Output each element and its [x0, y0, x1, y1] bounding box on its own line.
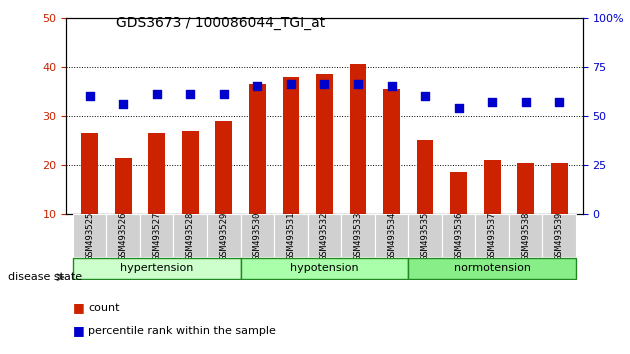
Text: GSM493533: GSM493533: [353, 211, 362, 259]
FancyBboxPatch shape: [73, 214, 106, 257]
Text: hypertension: hypertension: [120, 263, 193, 273]
Text: count: count: [88, 303, 120, 313]
Text: GSM493529: GSM493529: [219, 211, 228, 259]
FancyBboxPatch shape: [509, 214, 542, 257]
Point: [420, 93, 430, 99]
Bar: [551, 162, 568, 214]
Text: GSM493537: GSM493537: [488, 211, 496, 259]
Point: [353, 82, 363, 87]
FancyBboxPatch shape: [173, 214, 207, 257]
Text: GSM493535: GSM493535: [421, 211, 430, 259]
Text: GSM493527: GSM493527: [152, 211, 161, 259]
FancyBboxPatch shape: [106, 214, 140, 257]
Bar: [416, 141, 433, 214]
Bar: [182, 131, 198, 214]
Bar: [517, 162, 534, 214]
Point: [118, 101, 129, 107]
Bar: [316, 74, 333, 214]
Point: [454, 105, 464, 111]
Point: [185, 91, 195, 97]
Point: [520, 99, 530, 105]
FancyBboxPatch shape: [307, 214, 341, 257]
Bar: [215, 121, 232, 214]
Text: GSM493539: GSM493539: [555, 211, 564, 259]
Bar: [350, 64, 367, 214]
Text: GSM493526: GSM493526: [118, 211, 128, 259]
Text: GSM493534: GSM493534: [387, 211, 396, 259]
Bar: [282, 76, 299, 214]
Point: [253, 84, 263, 89]
Point: [286, 82, 296, 87]
FancyBboxPatch shape: [442, 214, 476, 257]
Text: GSM493525: GSM493525: [85, 211, 94, 259]
FancyBboxPatch shape: [476, 214, 509, 257]
FancyBboxPatch shape: [542, 214, 576, 257]
Point: [487, 99, 497, 105]
Bar: [249, 84, 266, 214]
Point: [386, 84, 396, 89]
Text: ■: ■: [72, 302, 84, 314]
Text: disease state: disease state: [8, 272, 82, 282]
Bar: [115, 158, 132, 214]
Text: percentile rank within the sample: percentile rank within the sample: [88, 326, 276, 336]
Text: GSM493530: GSM493530: [253, 211, 262, 259]
Text: GSM493532: GSM493532: [320, 211, 329, 259]
Point: [219, 91, 229, 97]
Text: GSM493531: GSM493531: [287, 211, 295, 259]
Text: GSM493538: GSM493538: [521, 211, 530, 259]
Bar: [484, 160, 501, 214]
FancyBboxPatch shape: [375, 214, 408, 257]
Point: [319, 82, 329, 87]
Text: ■: ■: [72, 325, 84, 337]
FancyBboxPatch shape: [274, 214, 307, 257]
FancyBboxPatch shape: [241, 214, 274, 257]
FancyBboxPatch shape: [140, 214, 173, 257]
FancyBboxPatch shape: [241, 258, 408, 279]
Bar: [450, 172, 467, 214]
FancyBboxPatch shape: [408, 214, 442, 257]
FancyBboxPatch shape: [341, 214, 375, 257]
Point: [84, 93, 94, 99]
Text: normotension: normotension: [454, 263, 530, 273]
Bar: [148, 133, 165, 214]
Text: GSM493536: GSM493536: [454, 211, 463, 259]
Text: GDS3673 / 100086044_TGI_at: GDS3673 / 100086044_TGI_at: [116, 16, 325, 30]
FancyBboxPatch shape: [207, 214, 241, 257]
Text: GSM493528: GSM493528: [186, 211, 195, 259]
Text: hypotension: hypotension: [290, 263, 358, 273]
Bar: [383, 89, 400, 214]
Bar: [81, 133, 98, 214]
Point: [554, 99, 564, 105]
FancyBboxPatch shape: [408, 258, 576, 279]
FancyBboxPatch shape: [73, 258, 241, 279]
Point: [152, 91, 162, 97]
